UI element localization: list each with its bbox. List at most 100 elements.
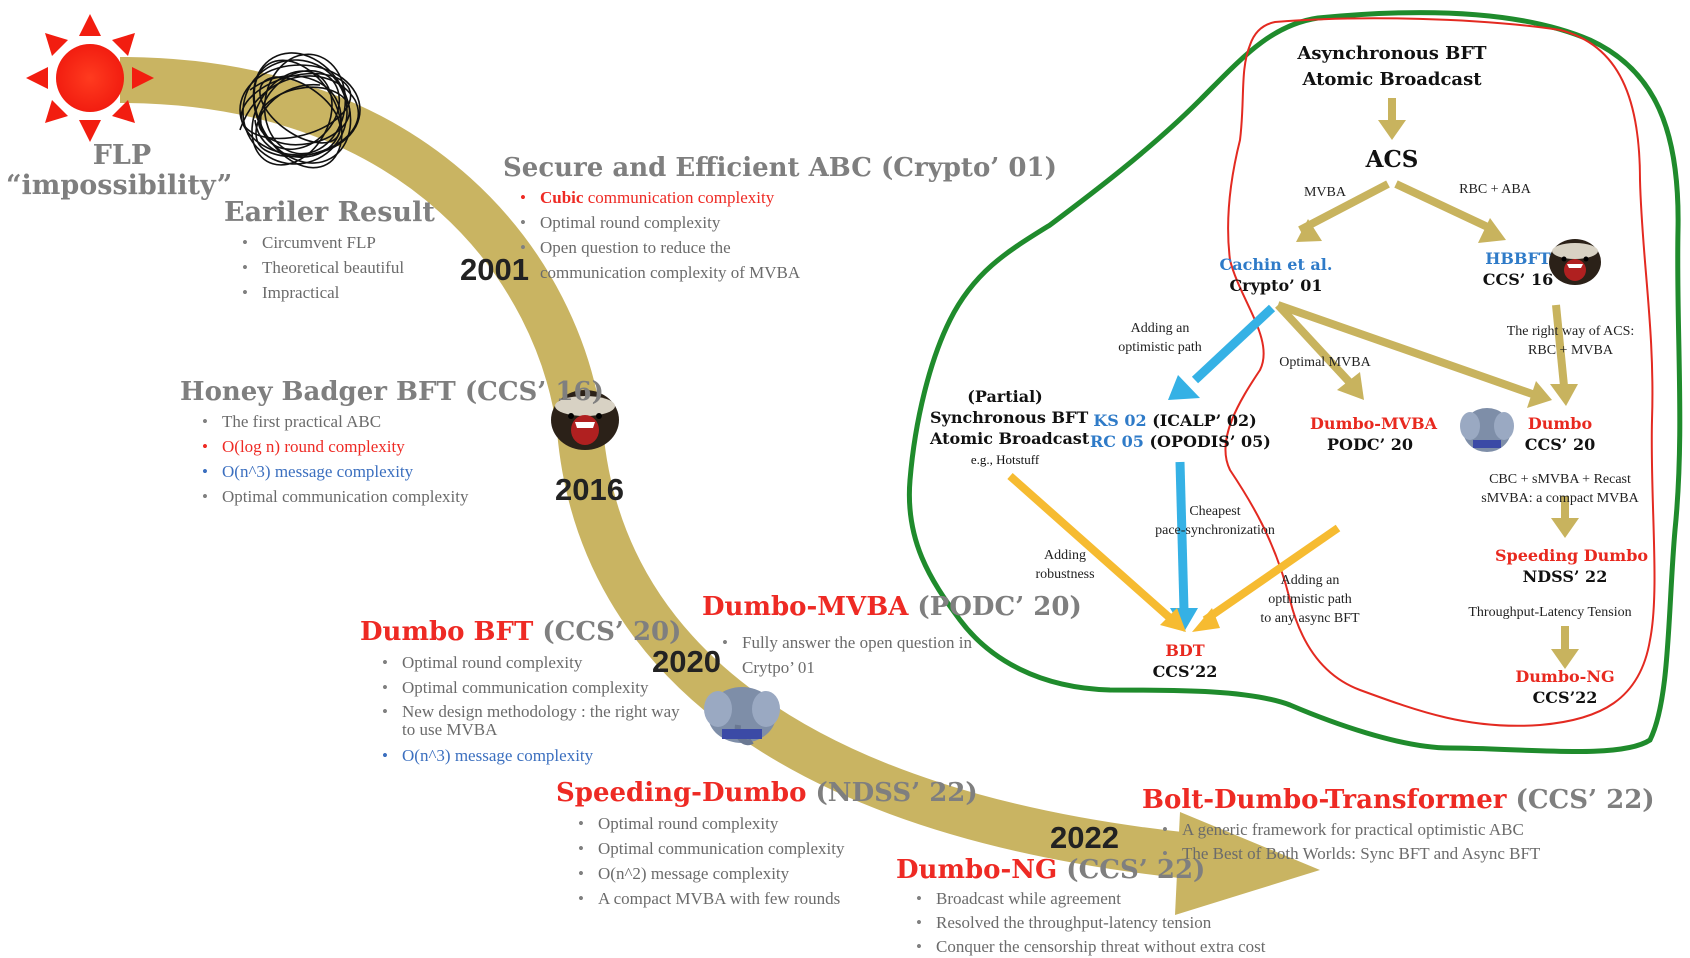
list-item: Conquer the censorship threat without ex… bbox=[912, 935, 1266, 958]
node-dumbo: Dumbo CCS’ 20 bbox=[1520, 413, 1600, 455]
list-item: Theoretical beautiful bbox=[238, 255, 404, 280]
dumbo-mvba-title: Dumbo-MVBA (PODC’ 20) bbox=[702, 592, 1082, 622]
label-adding-robustness: Adding robustness bbox=[1025, 546, 1105, 584]
node-line: CCS’ 16 bbox=[1482, 270, 1554, 289]
dumbo-elephant-icon bbox=[704, 687, 780, 746]
rc-venue: (OPODIS’ 05) bbox=[1143, 432, 1271, 451]
label-line: robustness bbox=[1035, 567, 1095, 582]
list-item: A generic framework for practical optimi… bbox=[1158, 818, 1540, 842]
list-item: Optimal round complexity bbox=[378, 650, 688, 675]
list-item: The first practical ABC bbox=[198, 409, 468, 434]
crypto01-list: Cubic communication complexity Optimal r… bbox=[516, 185, 800, 285]
flp-line2: “impossibility” bbox=[6, 170, 233, 201]
title-highlight: Bolt-Dumbo-Transformer bbox=[1142, 785, 1507, 815]
speeding-list: Optimal round complexity Optimal communi… bbox=[574, 811, 844, 911]
list-item: Optimal communication complexity bbox=[198, 484, 468, 509]
node-line: e.g., Hotstuff bbox=[970, 452, 1040, 467]
node-line: CCS’ 20 bbox=[1524, 435, 1596, 454]
title-highlight: Dumbo BFT bbox=[360, 617, 534, 647]
list-item-text: communication complexity of MVBA bbox=[540, 263, 801, 282]
node-line: BDT bbox=[1165, 641, 1205, 660]
gold-arrows bbox=[1275, 98, 1579, 669]
title-highlight: Speeding-Dumbo bbox=[556, 778, 807, 808]
label-adding-optimistic: Adding an optimistic path bbox=[1105, 319, 1215, 357]
node-line: Speeding Dumbo bbox=[1495, 546, 1649, 565]
label-line: to any async BFT bbox=[1260, 611, 1360, 626]
list-item: Cubic communication complexity bbox=[516, 185, 800, 210]
label-cbc: CBC + sMVBA + Recast sMVBA: a compact MV… bbox=[1465, 470, 1655, 508]
scribble-icon bbox=[239, 52, 361, 169]
label-line: The right way of ACS: bbox=[1506, 324, 1635, 339]
list-item: New design methodology : the right way t… bbox=[378, 700, 688, 743]
node-hbbft: HBBFT CCS’ 16 bbox=[1478, 248, 1558, 290]
node-line: Dumbo-MVBA bbox=[1310, 414, 1437, 433]
title-rest: (NDSS’ 22) bbox=[806, 778, 978, 808]
node-line: Atomic Broadcast bbox=[930, 429, 1090, 448]
node-partial-sync: (Partial) Synchronous BFT Atomic Broadca… bbox=[930, 386, 1090, 470]
orange-arrows bbox=[1007, 473, 1341, 632]
list-item: O(n^3) message complexity bbox=[378, 743, 688, 768]
label-rbc-aba: RBC + ABA bbox=[1459, 182, 1531, 197]
title-rest: (CCS’ 22) bbox=[1506, 785, 1655, 815]
list-item: O(n^3) message complexity bbox=[198, 459, 468, 484]
label-line: Adding an bbox=[1280, 573, 1340, 588]
node-line: HBBFT bbox=[1485, 249, 1551, 268]
label-line: RBC + MVBA bbox=[1528, 343, 1613, 358]
hbbft-title: Honey Badger BFT (CCS’ 16) bbox=[180, 377, 604, 407]
title-rest: (CCS’ 20) bbox=[533, 617, 682, 647]
node-cachin: Cachin et al. Crypto’ 01 bbox=[1216, 254, 1336, 296]
list-item: Optimal round complexity bbox=[516, 210, 800, 235]
label-line: Cheapest bbox=[1189, 504, 1241, 519]
node-async-abc: Asynchronous BFT Atomic Broadcast bbox=[1292, 41, 1492, 93]
list-item: Optimal communication complexity bbox=[574, 836, 844, 861]
honey-badger-icon bbox=[1549, 239, 1601, 285]
bolt-title: Bolt-Dumbo-Transformer (CCS’ 22) bbox=[1142, 785, 1655, 815]
list-item: Broadcast while agreement bbox=[912, 887, 1266, 911]
dumbo-elephant-icon bbox=[1460, 408, 1514, 452]
year-2016: 2016 bbox=[555, 472, 624, 507]
sun-icon bbox=[26, 14, 154, 142]
ks-ref: KS 02 bbox=[1093, 411, 1147, 430]
node-line: Cachin et al. bbox=[1219, 255, 1333, 274]
node-line: CCS’22 bbox=[1152, 662, 1218, 681]
earlier-list: Circumvent FLP Theoretical beautiful Imp… bbox=[238, 230, 404, 305]
node-line: Dumbo-NG bbox=[1515, 667, 1615, 686]
node-line: CCS’22 bbox=[1532, 688, 1598, 707]
label-cheapest: Cheapest pace-synchronization bbox=[1135, 502, 1295, 540]
list-item: O(n^2) message complexity bbox=[574, 861, 844, 886]
dumbo-bft-list: Optimal round complexity Optimal communi… bbox=[378, 650, 688, 768]
list-item: A compact MVBA with few rounds bbox=[574, 886, 844, 911]
dumbo-bft-title: Dumbo BFT (CCS’ 20) bbox=[360, 617, 681, 647]
dumbo-mvba-list: Fully answer the open question in Crytpo… bbox=[718, 630, 972, 680]
node-line: RC 05 (OPODIS’ 05) bbox=[1090, 431, 1271, 452]
label-line: Adding an bbox=[1130, 321, 1190, 336]
list-item-text: communication complexity bbox=[583, 188, 775, 207]
label-line: optimistic path bbox=[1268, 592, 1352, 607]
title-rest: (PODC’ 20) bbox=[908, 592, 1082, 622]
node-dumbo-ng: Dumbo-NG CCS’22 bbox=[1515, 666, 1615, 708]
inner-red-blob bbox=[1224, 17, 1656, 727]
list-item: Optimal communication complexity bbox=[378, 675, 688, 700]
list-item: Impractical bbox=[238, 280, 404, 305]
outer-green-blob bbox=[906, 10, 1683, 755]
title-highlight: Dumbo-MVBA bbox=[702, 592, 909, 622]
label-right-way: The right way of ACS: RBC + MVBA bbox=[1488, 322, 1653, 360]
node-line: PODC’ 20 bbox=[1327, 435, 1413, 454]
list-item: Resolved the throughput-latency tension bbox=[912, 911, 1266, 935]
label-mvba: MVBA bbox=[1303, 185, 1346, 200]
node-line: NDSS’ 22 bbox=[1522, 567, 1608, 586]
crypto01-title: Secure and Efficient ABC (Crypto’ 01) bbox=[503, 153, 1057, 183]
cubic-highlight: Cubic bbox=[540, 188, 584, 207]
node-ks-rc: KS 02 (ICALP’ 02) RC 05 (OPODIS’ 05) bbox=[1090, 410, 1271, 452]
label-line: CBC + sMVBA + Recast bbox=[1489, 472, 1631, 487]
label-optimal-mvba: Optimal MVBA bbox=[1279, 355, 1371, 370]
label-line: optimistic path bbox=[1118, 340, 1202, 355]
node-line: Synchronous BFT bbox=[930, 408, 1089, 427]
node-line: Dumbo bbox=[1527, 414, 1593, 433]
node-line: KS 02 (ICALP’ 02) bbox=[1090, 410, 1260, 431]
list-item: Fully answer the open question in bbox=[718, 630, 972, 655]
earlier-title: Eariler Result bbox=[224, 197, 435, 228]
list-item-cont: communication complexity of MVBA bbox=[516, 260, 800, 285]
